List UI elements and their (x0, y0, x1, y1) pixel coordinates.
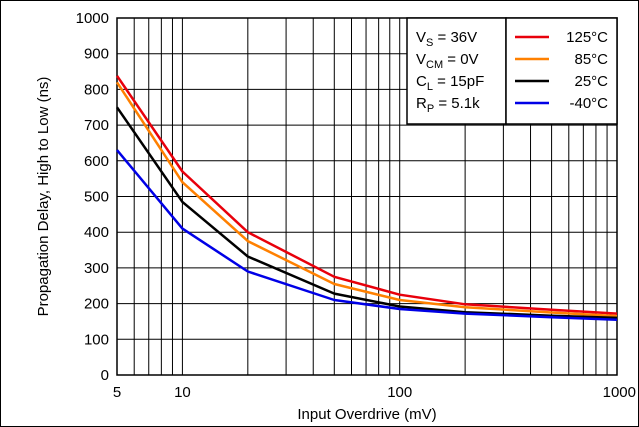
y-tick-label: 600 (84, 153, 109, 170)
y-tick-label: 1000 (76, 10, 109, 27)
legend-frame (505, 17, 618, 125)
y-tick-label: 400 (84, 224, 109, 241)
y-tick-label: 100 (84, 331, 109, 348)
legend-label: 125°C (566, 29, 608, 46)
y-axis-title: Propagation Delay, High to Low (ns) (35, 77, 52, 317)
x-tick-label: 5 (113, 384, 121, 401)
y-tick-label: 800 (84, 81, 109, 98)
condition-label: VS = 36V (416, 29, 477, 49)
series-layer (115, 75, 618, 321)
y-tick-label: 900 (84, 46, 109, 63)
plot-area-border (116, 17, 618, 376)
x-tick-labels: 5 10 100 1000 (113, 384, 636, 401)
condition-label: CL = 15pF (416, 73, 484, 93)
y-tick-label: 300 (84, 260, 109, 277)
series-line (116, 149, 618, 321)
legend-label: 85°C (574, 51, 608, 68)
legend-label: -40°C (569, 95, 608, 112)
y-tick-label: 500 (84, 189, 109, 206)
legend: 125°C 85°C 25°C -40°C (505, 17, 618, 125)
conditions-box-frame (406, 17, 507, 125)
y-tick-label: 700 (84, 117, 109, 134)
series-line (115, 106, 618, 320)
x-tick-label: 100 (387, 384, 412, 401)
condition-label: RP = 5.1k (416, 95, 480, 115)
y-tick-labels: 0 100 200 300 400 500 600 700 800 900 1000 (76, 10, 109, 384)
condition-label: VCM = 0V (416, 51, 479, 71)
x-tick-label: 1000 (603, 384, 636, 401)
y-tick-label: 0 (101, 367, 109, 384)
x-tick-label: 10 (174, 384, 191, 401)
x-axis-title: Input Overdrive (mV) (297, 406, 436, 423)
series-line (115, 81, 618, 318)
legend-label: 25°C (574, 73, 608, 90)
series-line (115, 75, 618, 315)
y-tick-label: 200 (84, 296, 109, 313)
